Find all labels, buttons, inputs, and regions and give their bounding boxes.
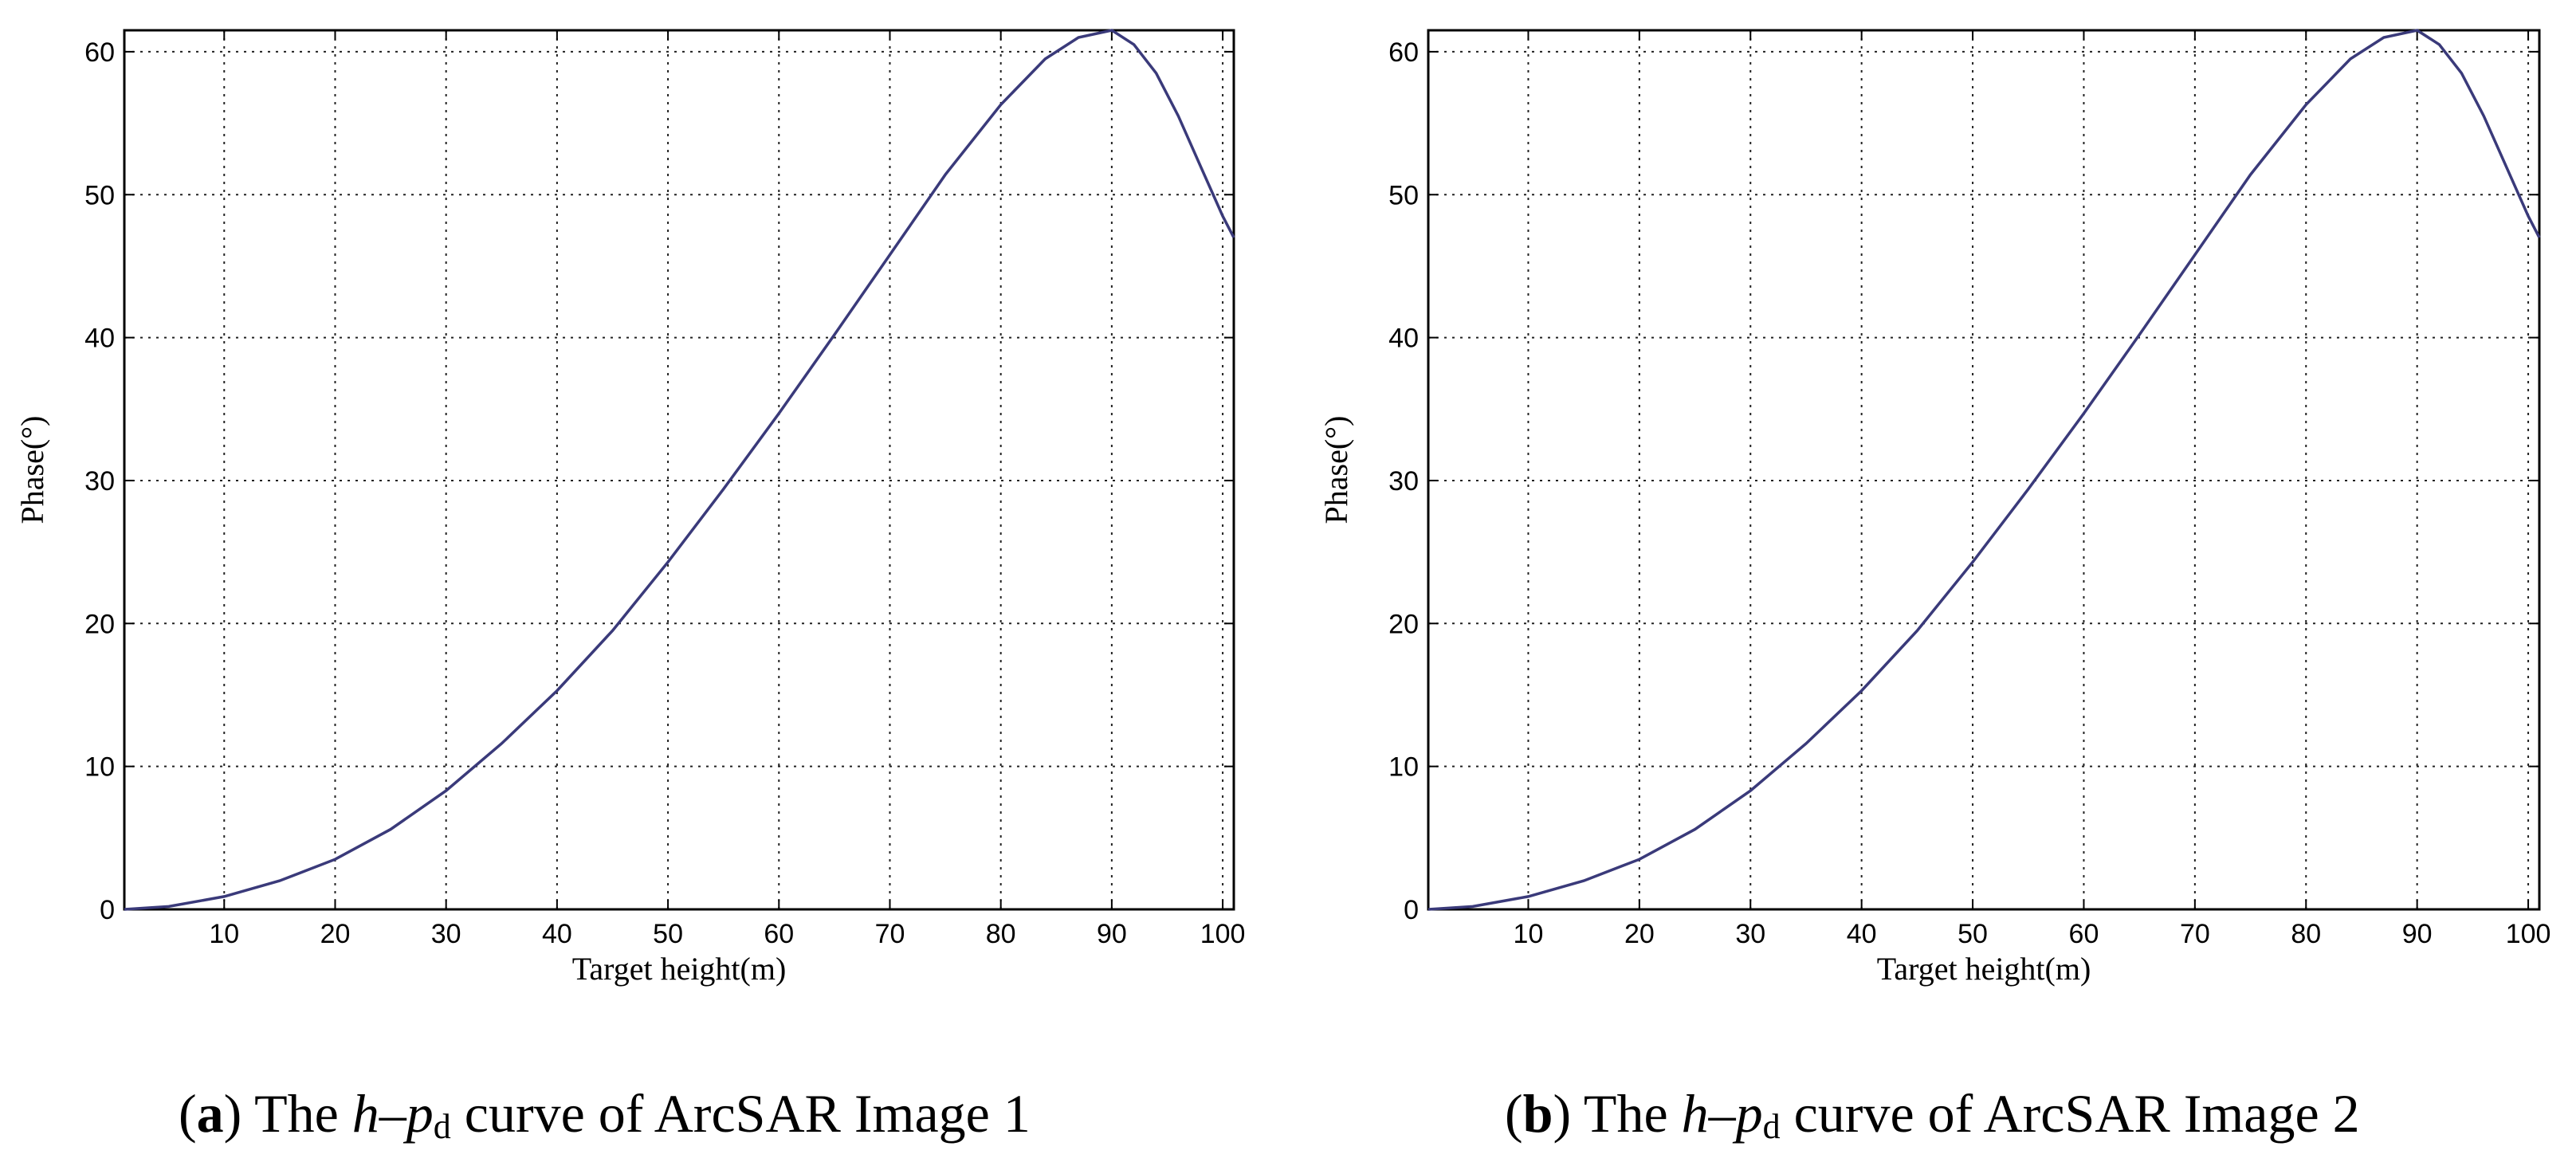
y-tick-label: 0 (1404, 895, 1419, 925)
y-tick-label: 30 (1388, 466, 1419, 497)
series-line (124, 29, 1235, 911)
x-tick-label: 50 (653, 919, 683, 949)
x-tick-label: 60 (2069, 919, 2099, 949)
x-tick-label: 100 (2506, 919, 2551, 949)
plot-frame (123, 29, 1235, 911)
x-tick-label: 40 (1847, 919, 1877, 949)
y-tick-label: 40 (1388, 324, 1419, 354)
x-tick-label: 70 (875, 919, 905, 949)
x-tick-label: 10 (1514, 919, 1544, 949)
x-tick-label: 40 (542, 919, 572, 949)
plot-frame (1427, 29, 2541, 911)
y-tick-label: 20 (1388, 609, 1419, 639)
x-tick-label: 90 (1097, 919, 1127, 949)
caption: (a) The h–pd curve of ArcSAR Image 1 (179, 1083, 1031, 1146)
series-line (1427, 29, 2541, 911)
x-tick-label: 70 (2180, 919, 2210, 949)
y-axis-label: Phase(°) (14, 416, 50, 524)
x-tick-label: 80 (2291, 919, 2321, 949)
x-tick-label: 80 (986, 919, 1016, 949)
x-tick-label: 10 (209, 919, 239, 949)
y-tick-label: 30 (84, 466, 115, 497)
y-tick-label: 10 (1388, 752, 1419, 783)
x-axis-label: Target height(m) (572, 951, 787, 987)
y-tick-label: 10 (84, 752, 115, 783)
x-tick-label: 30 (1735, 919, 1765, 949)
x-tick-label: 20 (1624, 919, 1655, 949)
y-tick-label: 20 (84, 609, 115, 639)
x-tick-label: 30 (431, 919, 461, 949)
y-tick-label: 60 (1388, 37, 1419, 68)
y-tick-label: 60 (84, 37, 115, 68)
x-tick-label: 90 (2402, 919, 2433, 949)
x-axis-label: Target height(m) (1877, 951, 2091, 987)
x-tick-label: 50 (1958, 919, 1988, 949)
caption: (b) The h–pd curve of ArcSAR Image 2 (1505, 1083, 2360, 1146)
x-tick-label: 20 (320, 919, 351, 949)
y-tick-label: 50 (1388, 180, 1419, 210)
x-tick-label: 60 (764, 919, 794, 949)
chart-a: 10 20 30 40 50 60 70 80 90 1000102030405060Target… (14, 29, 1246, 1146)
chart-b: 10 20 30 40 50 60 70 80 90 1000102030405060Target… (1318, 29, 2551, 1146)
y-axis-label: Phase(°) (1318, 416, 1354, 524)
y-tick-label: 50 (84, 180, 115, 210)
y-tick-label: 0 (100, 895, 115, 925)
y-tick-label: 40 (84, 324, 115, 354)
x-tick-label: 100 (1200, 919, 1246, 949)
